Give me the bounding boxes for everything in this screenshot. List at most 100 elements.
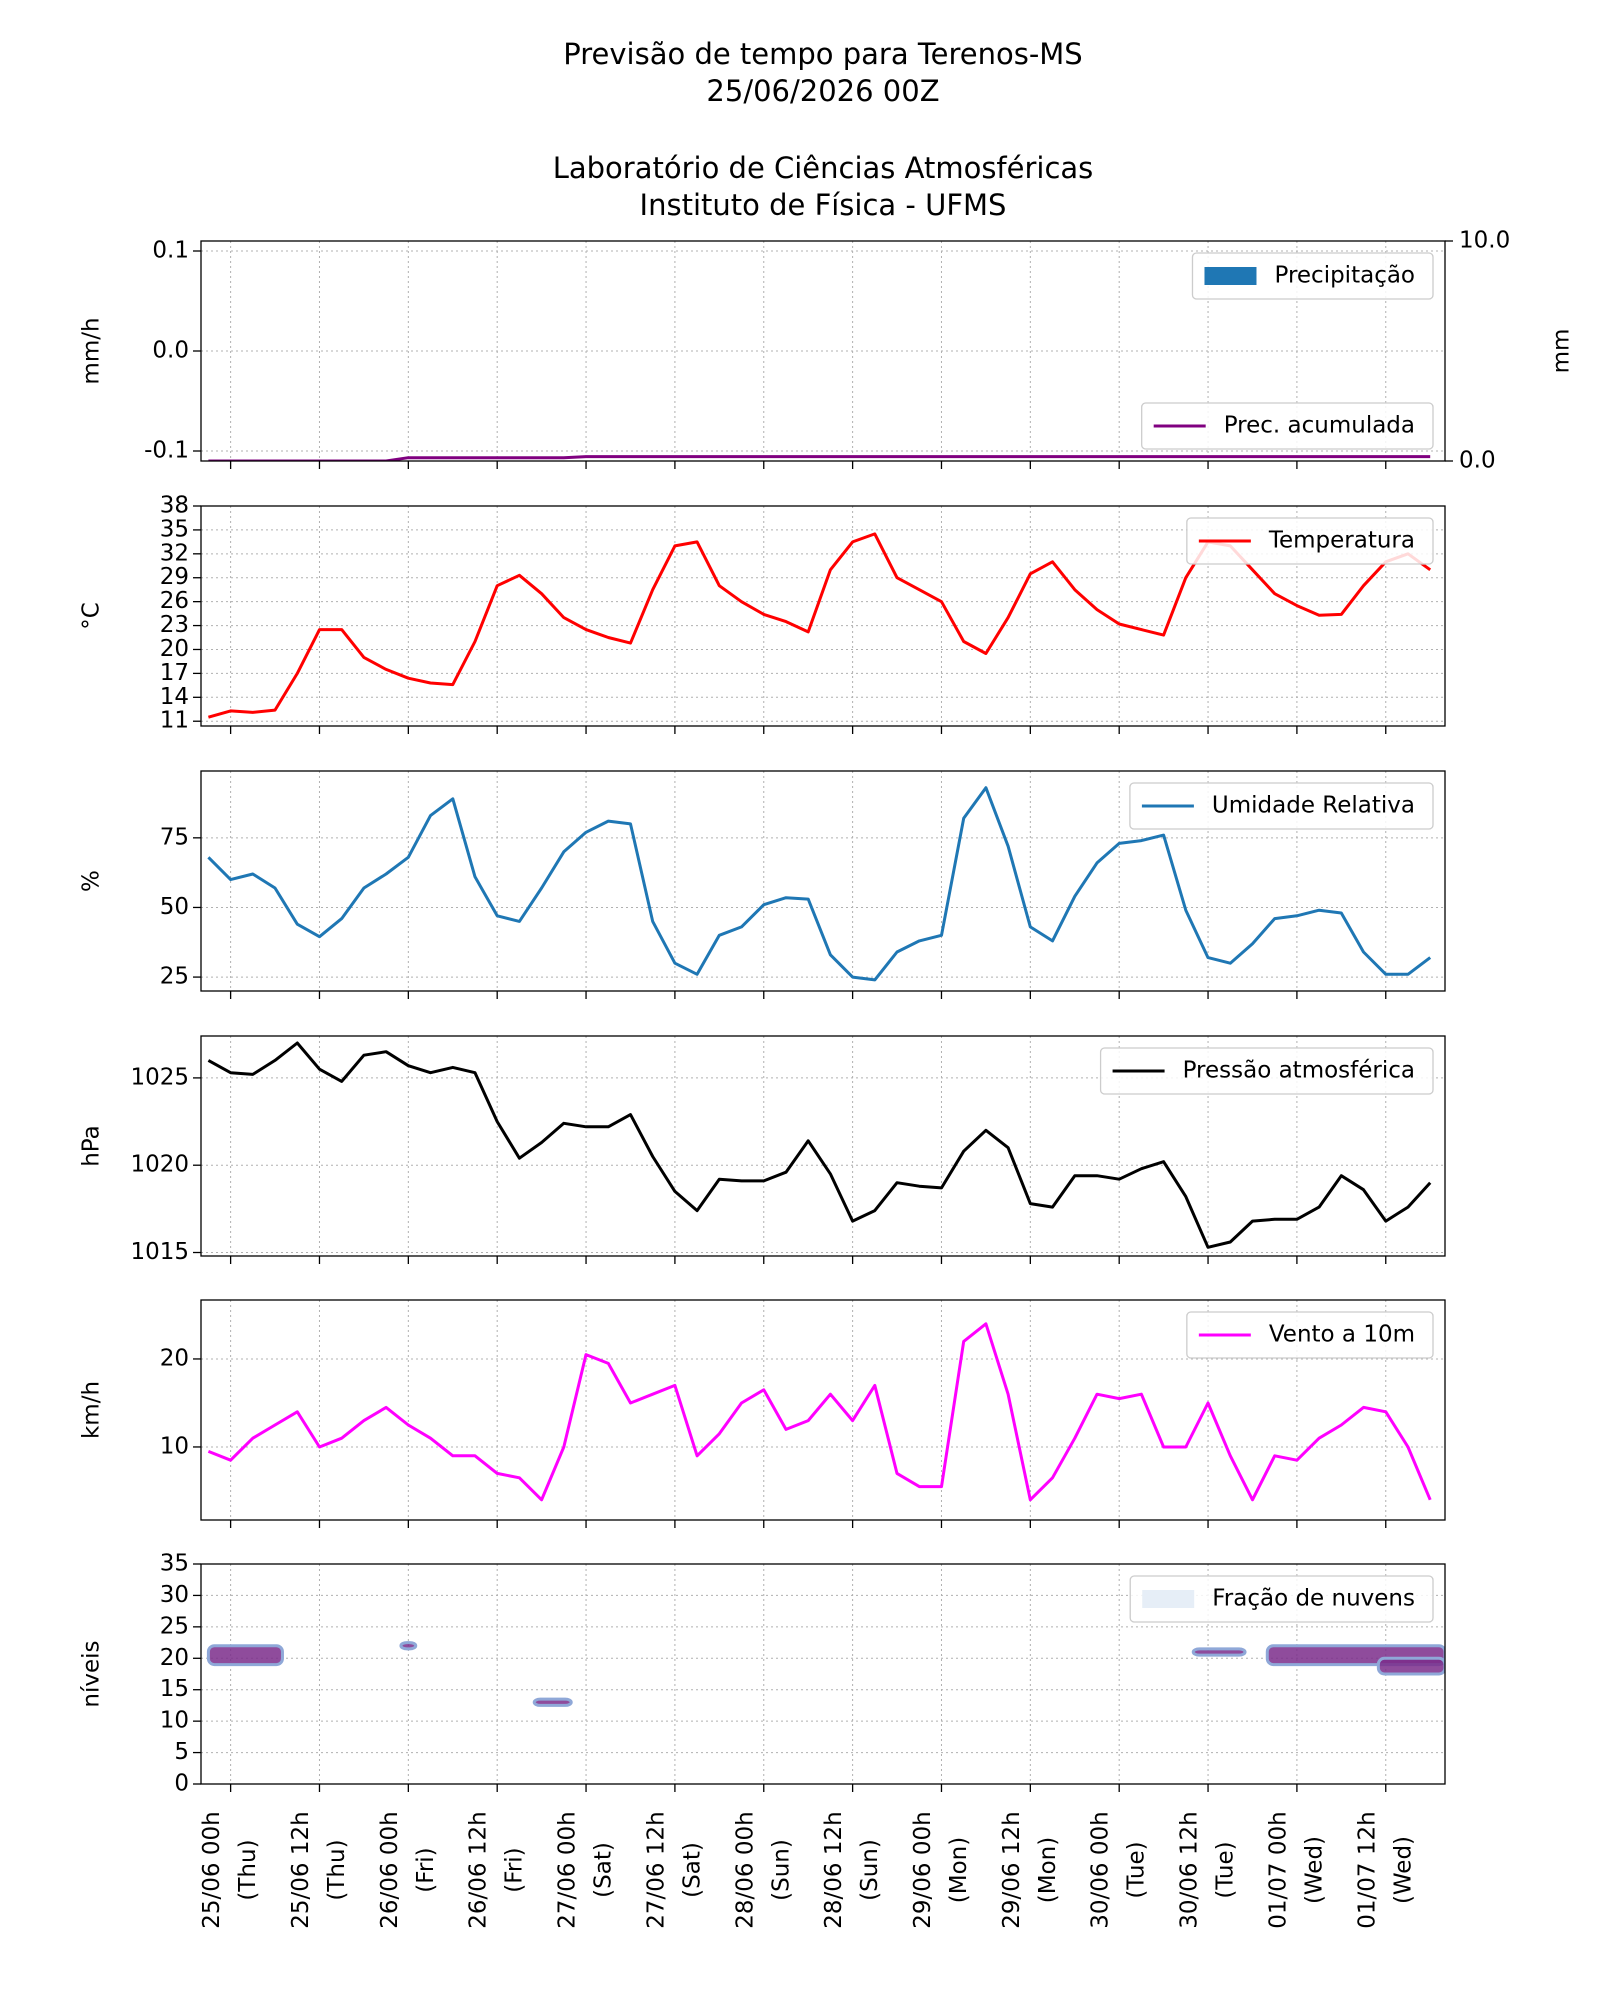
- x-tick-label: 30/06 00h: [1088, 1811, 1114, 1928]
- legend: Umidade Relativa: [1129, 782, 1434, 830]
- series-line: [208, 455, 1431, 461]
- axes-frame: [200, 505, 1446, 727]
- y-tick-label: 20: [160, 636, 189, 662]
- x-tick-sublabel: (Wed): [1301, 1836, 1327, 1904]
- x-tick-label: 01/07 12h: [1354, 1811, 1380, 1928]
- y-tick-label: 26: [160, 588, 189, 614]
- x-tick-sublabel: (Thu): [235, 1839, 261, 1900]
- panel: 25/06 00h (Thu) 25/06 12h (Thu) 26/06 00h (Fr…: [79, 1551, 1446, 1929]
- y-tick-label: 30: [160, 1582, 189, 1608]
- x-tick-sublabel: (Sat): [679, 1842, 705, 1898]
- cloud-patch: [399, 1641, 418, 1651]
- y-axis-label: km/h: [79, 1381, 105, 1439]
- legend: Prec. acumulada: [1141, 402, 1434, 450]
- x-tick-sublabel: (Wed): [1390, 1836, 1416, 1904]
- y-tick-label: 17: [160, 660, 189, 686]
- y2-tick-label: 10.0: [1459, 228, 1510, 254]
- x-tick-label: 30/06 12h: [1177, 1811, 1203, 1928]
- legend-box: [1191, 252, 1434, 300]
- legend-box: [1129, 782, 1434, 830]
- x-tick-label: 28/06 12h: [821, 1811, 847, 1928]
- y-tick-label: 75: [160, 824, 189, 850]
- axes-frame: [200, 1035, 1446, 1257]
- y-tick-label: 50: [160, 894, 189, 920]
- cloud-patch: [1376, 1656, 1445, 1676]
- panel: -0.1 0.0 0.1 0.0 10.0 mm/h mm Precipitação Prec.…: [79, 228, 1575, 474]
- x-tick-label: 27/06 00h: [555, 1811, 581, 1928]
- x-tick-sublabel: (Fri): [413, 1847, 439, 1892]
- y-axis-label: mm/h: [79, 317, 105, 384]
- y-tick-label: 1015: [130, 1239, 189, 1265]
- y-tick-label: 10: [160, 1433, 189, 1459]
- legend: Precipitação: [1191, 252, 1434, 300]
- y-tick-label: 23: [160, 612, 189, 638]
- y-tick-label: 20: [160, 1345, 189, 1371]
- legend-box: [1129, 1575, 1434, 1623]
- legend: Vento a 10m: [1186, 1311, 1434, 1359]
- x-tick-sublabel: (Thu): [324, 1839, 350, 1900]
- title: 25/06/2026 00Z: [706, 74, 939, 108]
- legend-swatch: [1142, 1590, 1195, 1608]
- legend-box: [1186, 517, 1434, 565]
- panel: 10 20 km/h Vento a 10m: [79, 1299, 1446, 1528]
- x-tick-sublabel: (Mon): [946, 1837, 972, 1903]
- y-tick-label: 11: [160, 708, 189, 734]
- x-tick-label: 26/06 12h: [466, 1811, 492, 1928]
- y-axis-label: níveis: [79, 1640, 105, 1707]
- legend: Pressão atmosférica: [1099, 1047, 1434, 1095]
- legend-label: Umidade Relativa: [1212, 793, 1415, 819]
- y-tick-label: 35: [160, 516, 189, 542]
- legend-label: Fração de nuvens: [1212, 1586, 1415, 1612]
- y-tick-label: 38: [160, 493, 189, 519]
- y-tick-label: 25: [160, 964, 189, 990]
- y2-axis-label: mm: [1549, 329, 1575, 374]
- subtitle: Instituto de Física - UFMS: [640, 188, 1007, 222]
- y-tick-label: -0.1: [144, 438, 189, 464]
- axes-frame: [200, 1299, 1446, 1521]
- legend-label: Temperatura: [1268, 528, 1415, 554]
- x-tick-label: 29/06 12h: [999, 1811, 1025, 1928]
- series-line: [207, 1322, 1432, 1502]
- x-tick-sublabel: (Mon): [1035, 1837, 1061, 1903]
- panel: 25 50 75% Umidade Relativa: [79, 770, 1446, 999]
- legend-label: Precipitação: [1274, 263, 1415, 289]
- axes-frame: [200, 1563, 1446, 1785]
- title: Previsão de tempo para Terenos-MS: [563, 37, 1082, 71]
- legend-swatch: [1204, 267, 1257, 285]
- y-axis-label: °C: [79, 602, 105, 630]
- x-tick-label: 28/06 00h: [732, 1811, 758, 1928]
- legend-label: Vento a 10m: [1269, 1322, 1415, 1348]
- axes-frame: [200, 770, 1446, 992]
- y-tick-label: 1020: [130, 1152, 189, 1178]
- y-axis-label: %: [79, 870, 105, 892]
- panel: 1015 1020 1025 hPa Pressão atmosférica: [79, 1035, 1446, 1265]
- x-tick-sublabel: (Fri): [502, 1847, 528, 1892]
- x-tick-label: 29/06 00h: [910, 1811, 936, 1928]
- y-tick-label: 0.1: [152, 238, 189, 264]
- legend-box: [1141, 402, 1434, 450]
- series-line: [207, 1041, 1432, 1249]
- subtitle: Laboratório de Ciências Atmosféricas: [553, 151, 1094, 185]
- x-tick-sublabel: (Sun): [768, 1839, 794, 1901]
- x-tick-label: 25/06 00h: [199, 1811, 225, 1928]
- y-tick-label: 15: [160, 1676, 189, 1702]
- legend: Temperatura: [1186, 517, 1434, 565]
- cloud-patch: [206, 1644, 284, 1667]
- legend-box: [1186, 1311, 1434, 1359]
- cloud-patch: [532, 1697, 573, 1707]
- y-tick-label: 35: [160, 1551, 189, 1577]
- legend-label: Pressão atmosférica: [1183, 1058, 1415, 1084]
- legend-label: Prec. acumulada: [1224, 413, 1415, 439]
- y-tick-label: 5: [174, 1739, 189, 1765]
- y-tick-label: 25: [160, 1613, 189, 1639]
- y-tick-label: 1025: [130, 1064, 189, 1090]
- series-line: [207, 786, 1432, 982]
- y-tick-label: 20: [160, 1645, 189, 1671]
- legend: Fração de nuvens: [1129, 1575, 1434, 1623]
- x-tick-sublabel: (Sun): [857, 1839, 883, 1901]
- axes-frame: [200, 240, 1446, 462]
- x-tick-sublabel: (Tue): [1124, 1841, 1150, 1898]
- y-tick-label: 14: [160, 684, 189, 710]
- y-axis-label: hPa: [79, 1125, 105, 1167]
